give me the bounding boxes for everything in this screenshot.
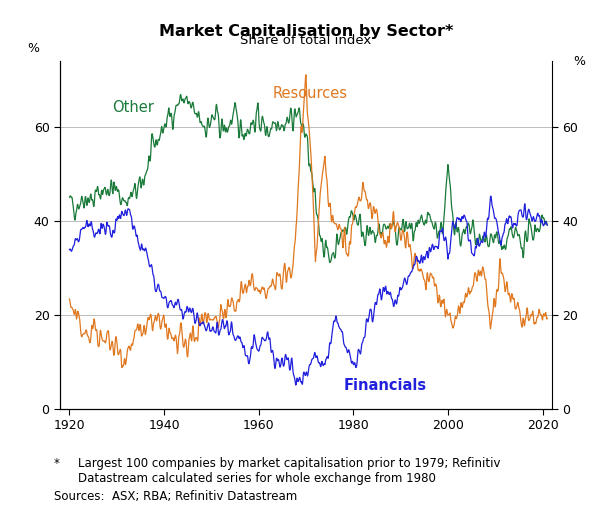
Y-axis label: %: % — [573, 56, 585, 68]
Text: Largest 100 companies by market capitalisation prior to 1979; Refinitiv
Datastre: Largest 100 companies by market capitali… — [78, 457, 500, 485]
Title: Market Capitalisation by Sector*: Market Capitalisation by Sector* — [159, 24, 453, 38]
Text: Financials: Financials — [344, 378, 427, 393]
Text: *: * — [54, 457, 60, 470]
Text: Other: Other — [112, 100, 154, 116]
Y-axis label: %: % — [27, 42, 39, 56]
Text: Share of total index: Share of total index — [241, 34, 371, 46]
Text: Sources:  ASX; RBA; Refinitiv Datastream: Sources: ASX; RBA; Refinitiv Datastream — [54, 490, 297, 503]
Text: Resources: Resources — [273, 86, 348, 102]
